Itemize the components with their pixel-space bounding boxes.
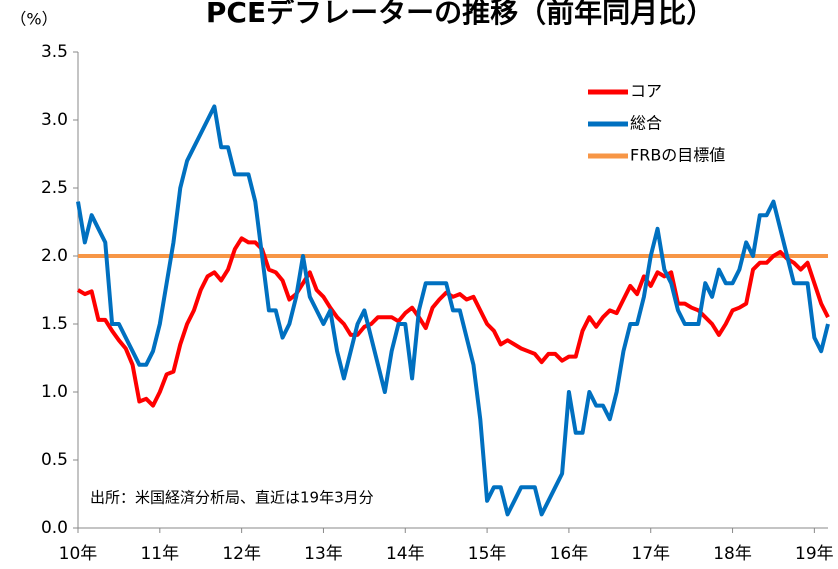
x-tick-label: 19年 xyxy=(795,544,834,564)
y-tick-label: 1.5 xyxy=(41,314,68,334)
annotation: 出所：米国経済分析局、直近は19年3月分 xyxy=(90,489,374,507)
y-unit: （%） xyxy=(10,10,57,29)
x-tick-label: 15年 xyxy=(468,544,507,564)
x-tick-label: 16年 xyxy=(550,544,589,564)
x-tick-label: 17年 xyxy=(631,544,670,564)
y-tick-label: 3.0 xyxy=(41,110,68,130)
series-line xyxy=(76,104,830,517)
legend-label: FRBの目標値 xyxy=(630,146,725,165)
y-tick-label: 0.0 xyxy=(41,518,68,538)
x-tick-label: 13年 xyxy=(304,544,343,564)
x-tick-label: 11年 xyxy=(140,544,179,564)
legend-label: 総合 xyxy=(630,114,662,133)
legend-label: コア xyxy=(630,82,662,101)
y-tick-label: 0.5 xyxy=(41,450,68,470)
y-tick-label: 2.5 xyxy=(41,178,68,198)
x-tick-label: 10年 xyxy=(59,544,98,564)
chart-title: PCEデフレーターの推移（前年同月比） xyxy=(206,0,714,29)
series-line xyxy=(76,236,830,408)
x-tick-label: 14年 xyxy=(386,544,425,564)
y-tick-label: 1.0 xyxy=(41,382,68,402)
x-tick-label: 18年 xyxy=(713,544,752,564)
y-tick-label: 2.0 xyxy=(41,246,68,266)
y-tick-label: 3.5 xyxy=(41,42,68,62)
x-tick-label: 12年 xyxy=(222,544,261,564)
